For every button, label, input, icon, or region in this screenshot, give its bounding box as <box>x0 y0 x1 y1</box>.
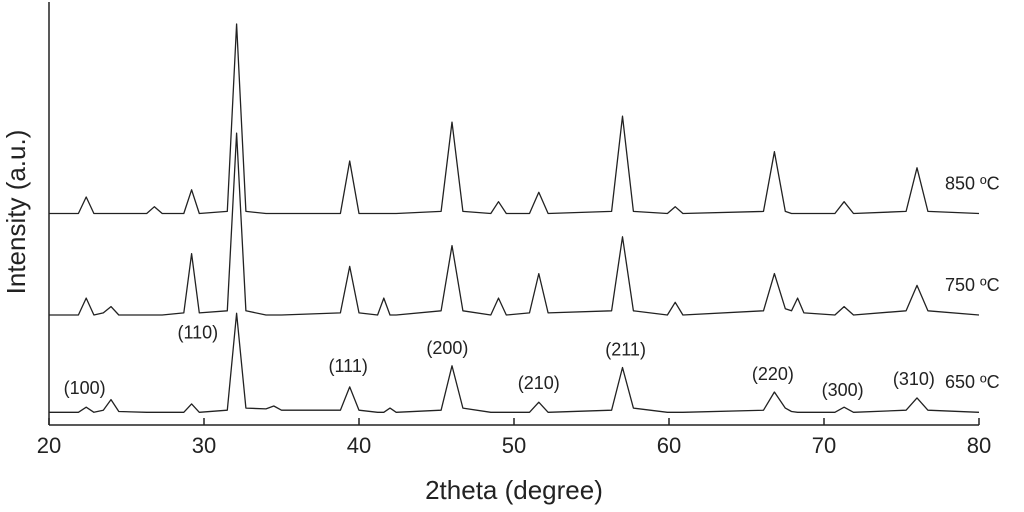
peak-label: (111) <box>328 356 367 376</box>
x-tick-label: 40 <box>347 433 371 458</box>
x-tick-label: 60 <box>657 433 681 458</box>
series-label: 850 ºC <box>945 173 1000 193</box>
x-axis-title: 2theta (degree) <box>425 475 603 505</box>
peak-label: (220) <box>752 364 794 384</box>
peak-label: (110) <box>177 322 218 342</box>
peak-label: (100) <box>64 378 106 398</box>
peak-label: (300) <box>822 380 864 400</box>
peak-label: (210) <box>518 373 560 393</box>
series-line <box>49 132 980 316</box>
series-line <box>49 23 980 215</box>
peak-label: (211) <box>605 339 646 359</box>
series-label: 650 ºC <box>945 372 1000 392</box>
peak-label: (310) <box>893 369 935 389</box>
y-axis-title: Intensity (a.u.) <box>1 130 31 295</box>
x-tick-label: 30 <box>192 433 216 458</box>
x-tick-label: 70 <box>812 433 836 458</box>
series-label: 750 ºC <box>945 275 1000 295</box>
x-tick-label: 80 <box>967 433 991 458</box>
peak-label: (200) <box>426 338 468 358</box>
series-line <box>49 312 980 413</box>
x-tick-label: 50 <box>502 433 526 458</box>
x-tick-label: 20 <box>37 433 61 458</box>
